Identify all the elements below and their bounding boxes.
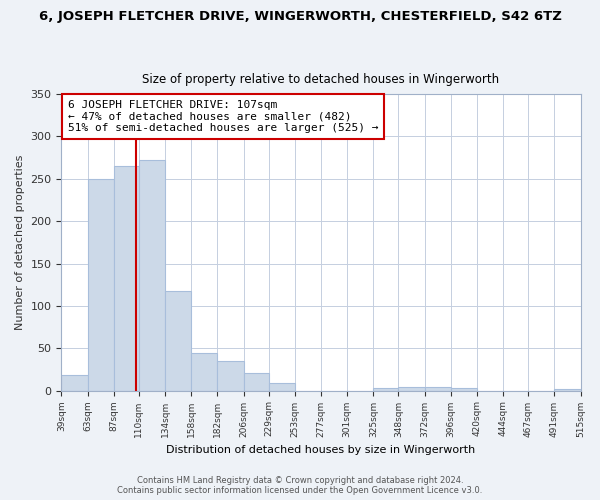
X-axis label: Distribution of detached houses by size in Wingerworth: Distribution of detached houses by size … [166, 445, 476, 455]
Bar [88, 179, 114, 390]
Y-axis label: Number of detached properties: Number of detached properties [15, 154, 25, 330]
Bar [398, 387, 425, 390]
Bar [425, 387, 451, 390]
Bar [61, 376, 88, 390]
Text: 6 JOSEPH FLETCHER DRIVE: 107sqm
← 47% of detached houses are smaller (482)
51% o: 6 JOSEPH FLETCHER DRIVE: 107sqm ← 47% of… [68, 100, 379, 133]
Bar [451, 388, 477, 390]
Title: Size of property relative to detached houses in Wingerworth: Size of property relative to detached ho… [142, 73, 500, 86]
Bar [373, 388, 398, 390]
Bar [139, 160, 165, 390]
Bar [269, 383, 295, 390]
Bar [191, 354, 217, 391]
Text: 6, JOSEPH FLETCHER DRIVE, WINGERWORTH, CHESTERFIELD, S42 6TZ: 6, JOSEPH FLETCHER DRIVE, WINGERWORTH, C… [38, 10, 562, 23]
Bar [244, 373, 269, 390]
Bar [217, 361, 244, 390]
Bar [165, 292, 191, 390]
Text: Contains HM Land Registry data © Crown copyright and database right 2024.
Contai: Contains HM Land Registry data © Crown c… [118, 476, 482, 495]
Bar [114, 166, 139, 390]
Bar [554, 389, 581, 390]
